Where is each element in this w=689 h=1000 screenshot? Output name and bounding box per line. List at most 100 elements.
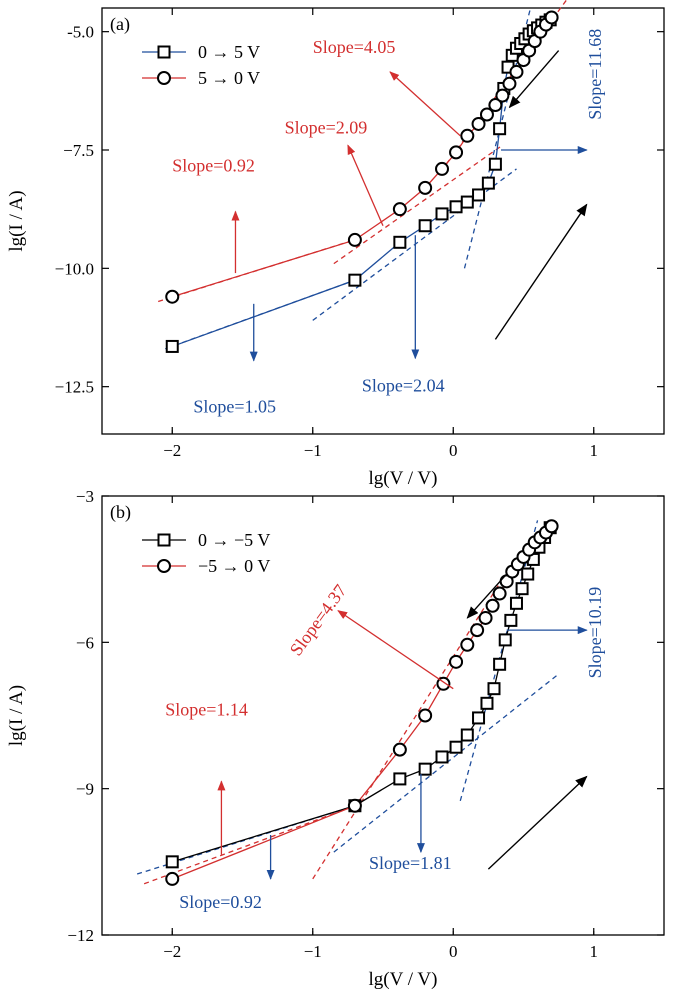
panel-b: −2 −1 0 1 −3 −6 −9 −12 lg(V / V) lg(I / A) (b) Slop…: [6, 487, 665, 990]
data-point-circle: [460, 637, 475, 652]
direction-arrow: [508, 50, 560, 109]
slope-label: Slope=4.37: [286, 581, 351, 660]
data-point-circle: [392, 202, 407, 217]
direction-arrow: [466, 573, 508, 619]
legend-marker-circle: [157, 559, 171, 573]
data-point-circle: [478, 610, 493, 625]
slope-label: Slope=11.68: [585, 29, 605, 120]
data-point-circle: [436, 676, 451, 691]
data-point-square: [498, 633, 512, 647]
data-point-square: [165, 339, 179, 353]
data-point-square: [472, 188, 486, 202]
data-point-square: [460, 195, 474, 209]
data-point-circle: [492, 586, 507, 601]
annotation-arrow: [347, 144, 384, 226]
data-point-circle: [502, 76, 517, 91]
direction-arrow: [494, 203, 588, 340]
data-point-square: [487, 682, 501, 696]
data-point-circle: [471, 116, 486, 131]
data-point-circle: [495, 88, 510, 103]
x-tick-label: 1: [590, 942, 599, 961]
data-point-circle: [418, 180, 433, 195]
legend-entry: 0 → −5 V: [198, 530, 270, 550]
data-point-circle: [470, 623, 485, 638]
data-point-square: [481, 176, 495, 190]
data-point-square: [449, 200, 463, 214]
data-point-square: [493, 122, 507, 136]
x-tick-label: −1: [304, 441, 322, 460]
data-point-circle: [509, 64, 524, 79]
data-point-circle: [165, 289, 180, 304]
data-point-square: [460, 728, 474, 742]
slope-label: Slope=0.92: [172, 155, 255, 175]
data-point-square: [504, 613, 518, 627]
data-point-circle: [165, 871, 180, 886]
annotation-arrow: [337, 610, 454, 690]
data-point-circle: [347, 232, 362, 247]
data-point-circle: [488, 98, 503, 113]
x-tick-label: −2: [163, 942, 181, 961]
x-tick-label: −1: [304, 942, 322, 961]
panel-label: (b): [110, 502, 131, 523]
x-tick-label: 0: [449, 441, 458, 460]
data-point-circle: [544, 519, 559, 534]
x-tick-label: 1: [590, 441, 599, 460]
data-point-circle: [392, 742, 407, 757]
data-point-square: [493, 657, 507, 671]
y-axis-label: lg(I / A): [6, 685, 27, 746]
x-tick-label: −2: [163, 441, 181, 460]
x-axis-label: lg(V / V): [369, 969, 438, 990]
legend-marker-square: [157, 533, 171, 547]
legend-entry: 5 → 0 V: [198, 68, 260, 88]
y-tick-label: −7.5: [63, 141, 94, 160]
panel-label: (a): [110, 14, 130, 35]
data-point-circle: [347, 798, 362, 813]
data-point-square: [418, 762, 432, 776]
data-point-square: [435, 207, 449, 221]
data-point-square: [393, 772, 407, 786]
data-point-square: [488, 157, 502, 171]
y-axis-label: lg(I / A): [6, 190, 27, 251]
slope-label: Slope=4.05: [313, 37, 396, 57]
plot-frame: [101, 7, 665, 435]
data-point-square: [509, 596, 523, 610]
slope-label: Slope=1.14: [165, 700, 248, 720]
legend-entry: −5 → 0 V: [198, 556, 270, 576]
data-point-square: [449, 740, 463, 754]
annotation-arrow: [389, 71, 461, 137]
slope-label: Slope=0.92: [179, 892, 262, 912]
data-point-circle: [449, 654, 464, 669]
slope-label: Slope=2.09: [285, 117, 368, 137]
y-tick-label: −12: [67, 926, 94, 945]
data-point-square: [418, 219, 432, 233]
data-point-square: [480, 696, 494, 710]
fit-line: [143, 802, 363, 885]
data-point-circle: [460, 128, 475, 143]
slope-label: Slope=10.19: [585, 587, 605, 679]
data-point-square: [393, 235, 407, 249]
x-axis-label: lg(V / V): [369, 468, 438, 489]
slope-label: Slope=1.81: [369, 853, 452, 873]
y-tick-label: −3: [76, 487, 94, 506]
data-point-circle: [418, 708, 433, 723]
data-point-circle: [449, 145, 464, 160]
panel-a: −2 −1 0 1 -5.0 −7.5 −10.0 −12.5 lg(V / V) lg(I / …: [6, 0, 665, 489]
fit-line: [312, 168, 517, 321]
data-point-circle: [479, 107, 494, 122]
fit-line: [333, 673, 560, 853]
x-tick-label: 0: [449, 942, 458, 961]
data-point-circle: [435, 161, 450, 176]
fit-line: [333, 144, 503, 265]
legend-marker-circle: [157, 71, 171, 85]
data-point-circle: [544, 10, 559, 25]
data-point-square: [165, 855, 179, 869]
data-point-square: [515, 582, 529, 596]
slope-label: Slope=2.04: [362, 375, 445, 395]
direction-arrow: [487, 775, 588, 870]
y-tick-label: -5.0: [67, 23, 94, 42]
y-tick-label: −6: [76, 633, 94, 652]
data-point-square: [435, 750, 449, 764]
legend-entry: 0 → 5 V: [198, 42, 260, 62]
data-point-square: [521, 567, 535, 581]
